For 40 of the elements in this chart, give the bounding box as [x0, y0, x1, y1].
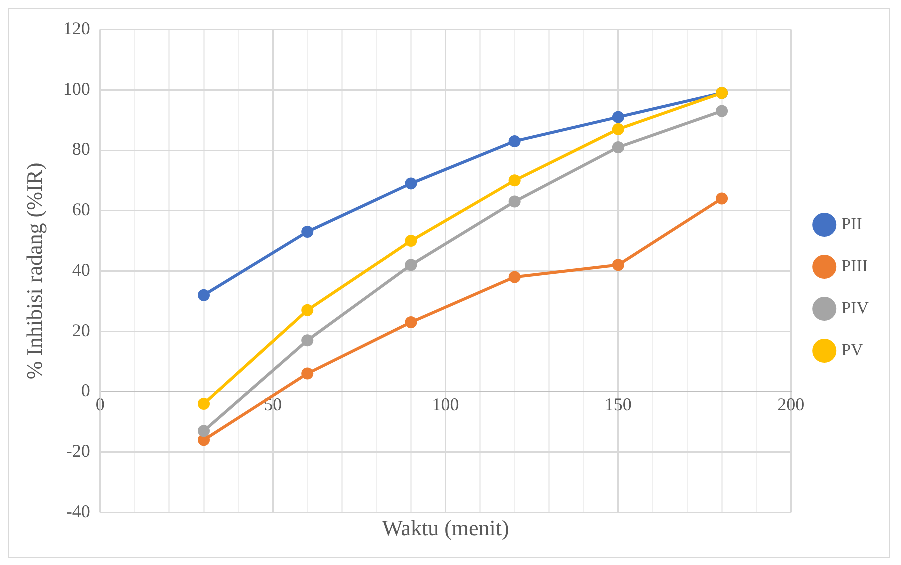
y-tick-label: 120 [63, 18, 90, 39]
point [198, 398, 210, 410]
x-axis-title: Waktu (menit) [382, 516, 510, 541]
y-tick-label: 100 [63, 78, 90, 99]
point [405, 235, 418, 248]
y-tick-label: 0 [81, 380, 90, 401]
point [612, 123, 624, 136]
legend-label: PV [842, 340, 864, 360]
y-axis-title: % Inhibisi radang (%IR) [22, 162, 47, 380]
point [302, 334, 314, 347]
point [508, 271, 521, 284]
y-tick-label: 20 [72, 320, 90, 340]
point [612, 141, 624, 154]
x-tick-label: 0 [96, 394, 105, 414]
point [405, 259, 418, 272]
x-tick-label: 100 [432, 394, 460, 414]
point [508, 135, 521, 148]
legend-label: PII [842, 214, 863, 234]
point [198, 289, 210, 302]
y-tick-label: -40 [66, 501, 90, 522]
y-tick-label: 80 [72, 139, 90, 160]
x-tick-label: 200 [778, 394, 805, 414]
x-tick-label: 150 [604, 394, 632, 414]
point [302, 368, 314, 380]
point [302, 226, 314, 238]
y-tick-label: 60 [72, 200, 90, 220]
point [612, 111, 624, 124]
point [405, 316, 418, 328]
legend-label: PIV [842, 298, 870, 318]
point [198, 425, 210, 438]
y-tick-label: -20 [66, 440, 90, 461]
point [508, 196, 521, 208]
legend-label: PIII [842, 256, 868, 276]
y-tick-label: 40 [72, 260, 90, 280]
point [612, 259, 624, 272]
point [302, 304, 314, 316]
point [716, 105, 728, 118]
point [508, 174, 521, 187]
point [716, 192, 728, 205]
point [405, 178, 418, 190]
